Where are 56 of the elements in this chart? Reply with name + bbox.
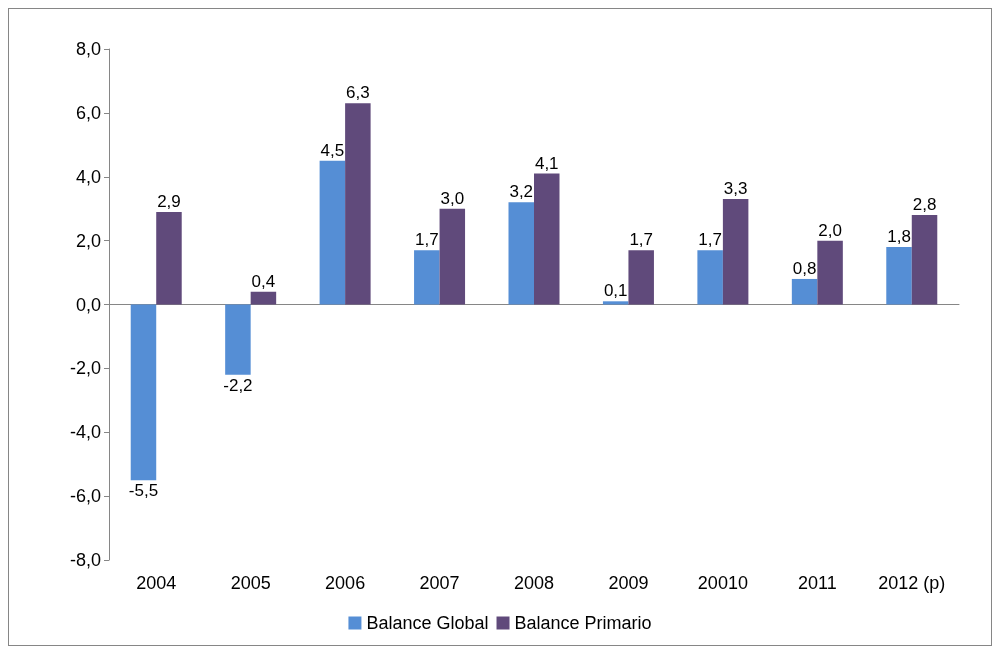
data-label: 2,0 [818,220,842,240]
y-tick-label: 0,0 [75,294,101,315]
bar [319,160,346,305]
data-label: 1,7 [698,230,722,250]
bar [886,247,912,305]
y-tick-label: 6,0 [75,102,101,123]
bar [345,103,371,305]
data-label: 3,0 [440,188,465,208]
y-tick-label: -4,0 [69,422,101,443]
data-label: 1,7 [414,230,439,250]
y-tick-label: -8,0 [69,550,101,570]
y-tick-label: 4,0 [75,166,101,187]
data-label: 0,1 [603,281,628,301]
bar [628,250,654,305]
data-label: -2,2 [223,375,253,395]
bar [508,202,534,305]
data-label: 3,3 [723,179,748,199]
legend-label: Balance Global [366,613,489,633]
bar [722,199,749,305]
x-tick-label: 2012 (p) [878,573,946,593]
x-tick-label: 2008 [513,573,555,593]
data-label: 3,2 [509,182,534,202]
bar [225,304,251,375]
bar [791,278,818,305]
y-tick-label: 2,0 [75,230,101,251]
y-tick-label: -6,0 [69,486,101,507]
bar [602,301,629,305]
bar [414,250,440,305]
bar [817,240,843,305]
data-label: 0,4 [251,271,276,291]
bar [534,173,560,305]
data-label: 1,7 [629,230,654,250]
bar [250,291,277,305]
x-tick-label: 2011 [797,573,837,593]
bar [156,211,182,305]
data-label: 2,8 [912,195,937,215]
data-label: 6,3 [346,83,370,103]
x-tick-label: 2004 [136,573,177,593]
y-tick-label: -2,0 [69,358,101,379]
bar [911,215,938,305]
data-label: 4,5 [320,140,345,160]
bar [697,250,723,305]
data-label: -5,5 [128,481,159,501]
x-tick-label: 2009 [608,573,649,593]
x-tick-label: 2007 [419,573,460,593]
data-label: 2,9 [157,191,181,211]
data-label: 4,1 [534,153,559,173]
y-tick-label: 8,0 [75,39,101,59]
legend-label: Balance Primario [514,613,652,633]
x-tick-label: 20010 [697,573,748,593]
x-tick-label: 2005 [230,573,271,593]
data-label: 1,8 [887,227,911,247]
x-tick-label: 2006 [325,573,366,593]
data-label: 0,8 [792,258,817,278]
bar [439,208,466,305]
bar [130,304,157,481]
